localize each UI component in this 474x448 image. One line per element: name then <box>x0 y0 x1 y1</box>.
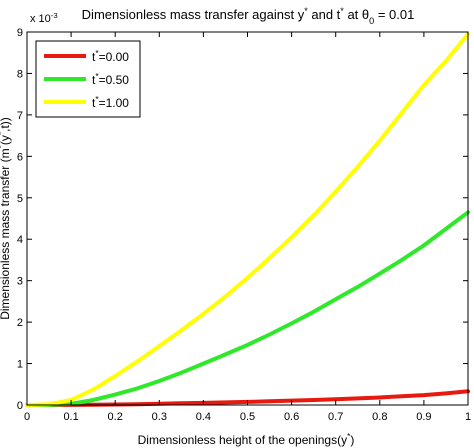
series-line-1 <box>25 210 470 407</box>
y-tick-label: 3 <box>17 276 23 288</box>
x-tick-label: 0.5 <box>240 411 255 423</box>
series-line-2 <box>25 32 470 407</box>
x-tick-label: 0.1 <box>63 411 78 423</box>
y-tick-label: 6 <box>17 151 23 163</box>
y-tick-label: 1 <box>17 359 23 371</box>
x-tick-label: 0.7 <box>328 411 343 423</box>
y-tick-label: 8 <box>17 68 23 80</box>
x-tick-label: 0.9 <box>416 411 431 423</box>
legend-label-2: t*=1.00 <box>92 94 129 110</box>
y-tick-label: 9 <box>17 27 23 39</box>
x-tick-label: 0.3 <box>152 411 167 423</box>
y-tick-label: 0 <box>17 400 23 412</box>
x-tick-label: 0.8 <box>372 411 387 423</box>
chart-title: Dimensionless mass transfer against y* a… <box>82 6 415 26</box>
y-tick-label: 7 <box>17 110 23 122</box>
y-tick-label: 4 <box>17 234 23 246</box>
legend: t*=0.00 t*=0.50 t*=1.00 <box>35 40 141 118</box>
x-tick-label: 0.4 <box>196 411 211 423</box>
x-tick-label: 1 <box>465 411 471 423</box>
x-axis-label: Dimensionless height of the openings(y*) <box>138 431 355 447</box>
y-axis-label: Dimensionless mass transfer (m*(y*,t)) <box>0 117 12 320</box>
x-tick-label: 0 <box>24 411 30 423</box>
y-tick-label: 5 <box>17 193 23 205</box>
x-tick-label: 0.2 <box>108 411 123 423</box>
legend-label-1: t*=0.50 <box>92 71 129 87</box>
y-tick-label: 2 <box>17 317 23 329</box>
y-exponent-label: x 10-3 <box>30 11 58 26</box>
legend-label-0: t*=0.00 <box>92 48 129 64</box>
x-tick-label: 0.6 <box>284 411 299 423</box>
